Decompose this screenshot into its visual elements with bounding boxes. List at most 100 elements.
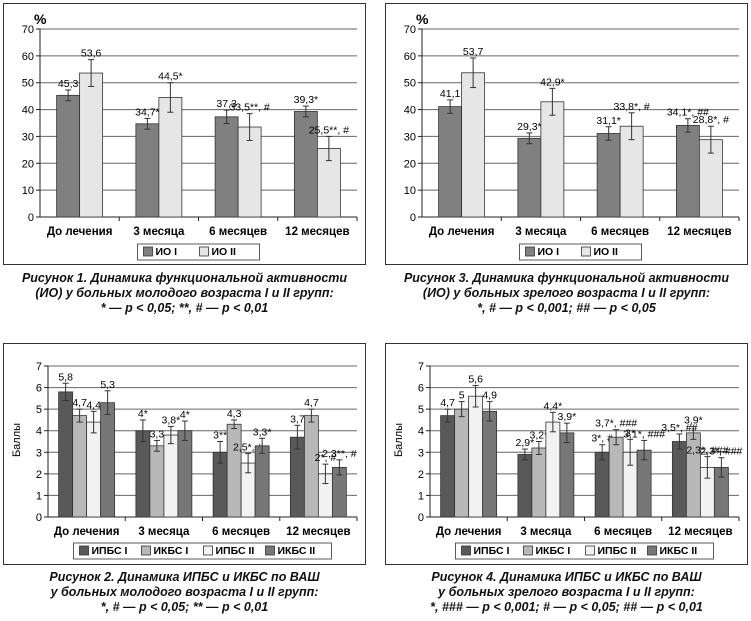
data-label: 53,7 bbox=[463, 46, 484, 58]
data-label: 33,8*, # bbox=[614, 101, 650, 113]
bar bbox=[56, 94, 81, 218]
bar bbox=[303, 415, 319, 518]
bar bbox=[149, 445, 165, 518]
y-tick-label: 20 bbox=[22, 158, 34, 170]
y-tick-label: 50 bbox=[22, 78, 34, 90]
legend-swatch bbox=[647, 545, 657, 556]
data-label: 5 bbox=[459, 390, 465, 402]
y-tick-label: 4 bbox=[418, 426, 424, 438]
y-tick-label: 3 bbox=[36, 447, 42, 459]
data-label: 4,7 bbox=[72, 397, 87, 409]
data-label: 3* bbox=[625, 427, 635, 439]
data-label: 5,6 bbox=[468, 373, 483, 385]
legend-box bbox=[519, 243, 642, 261]
y-tick-label: 40 bbox=[22, 105, 34, 117]
y-tick-label: 0 bbox=[36, 512, 42, 524]
y-axis-label: % bbox=[34, 11, 47, 27]
bar bbox=[86, 421, 102, 518]
data-label: 25,5**, # bbox=[309, 124, 349, 136]
figure-3-caption-line-1: Рисунок 3. Динамика функциональной актив… bbox=[403, 271, 730, 285]
y-tick-label: 10 bbox=[22, 185, 34, 197]
legend-label: ИКБС I bbox=[154, 545, 189, 557]
data-label: 3,7*, ### bbox=[595, 418, 637, 430]
bar bbox=[226, 423, 242, 518]
bar bbox=[540, 101, 565, 218]
data-label: 3,9* bbox=[684, 414, 703, 426]
bar bbox=[254, 445, 270, 518]
figure-1-chart: 0 10 20 30 40 50 60 70% До лечения 45,3 53,6 3 меся… bbox=[3, 3, 366, 265]
legend-label: ИО I bbox=[156, 246, 178, 258]
legend-label: ИКБС II bbox=[660, 545, 698, 557]
legend-swatch bbox=[203, 545, 213, 556]
data-label: 3,9* bbox=[558, 411, 577, 423]
bar bbox=[594, 451, 610, 518]
bar bbox=[454, 408, 470, 518]
y-tick-label: 0 bbox=[28, 212, 34, 224]
data-label: 44,5* bbox=[158, 71, 183, 83]
category-label: До лечения bbox=[47, 226, 113, 238]
figure-1: 0 10 20 30 40 50 60 70% До лечения 45,3 53,6 3 меся… bbox=[3, 3, 366, 328]
data-label: 4,7 bbox=[304, 397, 319, 409]
figure-2-caption-line-3: *, # — р < 0,05; ** — р < 0,01 bbox=[100, 600, 269, 614]
data-label: 5,3 bbox=[100, 379, 115, 391]
y-axis-label: % bbox=[416, 11, 429, 27]
category-label: 12 месяцев bbox=[668, 526, 732, 538]
bar bbox=[468, 395, 484, 518]
figure-2-chart: 0 1 2 3 4 5 6 7 Баллы До лечения 5,8 4,7 4,4 5,3 3 мес… bbox=[3, 343, 366, 565]
bar bbox=[438, 106, 463, 218]
figure-4-caption: Рисунок 4. Динамика ИПБС и ИКБС по ВАШ у… bbox=[385, 570, 748, 615]
figure-3: 0 10 20 30 40 50 60 70% До лечения 41,1 53,7 3 меся… bbox=[385, 3, 748, 328]
bar bbox=[100, 402, 116, 518]
figure-4: 0 1 2 3 4 5 6 7 Баллы До лечения 4,7 5 5,6 4,9 3 месяц… bbox=[385, 343, 748, 619]
bar bbox=[675, 125, 700, 218]
data-label: 3** bbox=[213, 430, 227, 442]
bar bbox=[440, 415, 456, 518]
legend-swatch bbox=[581, 246, 591, 257]
y-tick-label: 30 bbox=[404, 131, 416, 143]
data-label: 31,1* bbox=[596, 115, 621, 127]
legend: ИПБС I ИКБС I ИПБС II ИКБС II bbox=[455, 542, 714, 560]
figure-4-caption-line-3: *, ### — р < 0,001; # — р < 0,05; ## — р… bbox=[430, 600, 703, 614]
category-label: До лечения bbox=[54, 526, 120, 538]
y-tick-label: 6 bbox=[418, 383, 424, 395]
bar bbox=[135, 123, 160, 218]
figure-4-caption-line-1: Рисунок 4. Динамика ИПБС и ИКБС по ВАШ bbox=[431, 570, 702, 584]
category-label: 3 месяца bbox=[520, 526, 572, 538]
data-label: 2,3*, ### bbox=[686, 445, 728, 457]
legend-label: ИО II bbox=[212, 246, 237, 258]
data-label: 4,4 bbox=[86, 399, 101, 411]
figure-3-caption: Рисунок 3. Динамика функциональной актив… bbox=[385, 271, 748, 316]
bar bbox=[517, 137, 542, 218]
legend-label: ИПБС I bbox=[92, 545, 128, 557]
data-label: 3,1*, ### bbox=[623, 428, 665, 440]
y-tick-label: 30 bbox=[22, 131, 34, 143]
legend-label: ИО I bbox=[538, 246, 560, 258]
figure-2-caption-line-1: Рисунок 2. Динамика ИПБС и ИКБС по ВАШ bbox=[49, 570, 320, 584]
legend-swatch bbox=[79, 545, 89, 556]
data-label: 3,8* bbox=[162, 414, 181, 426]
data-label: 2,3**, # bbox=[322, 448, 357, 460]
bar bbox=[545, 421, 561, 518]
data-label: 33,5**, # bbox=[229, 102, 269, 114]
category-label: 3 месяца bbox=[515, 226, 567, 238]
data-label: 4,4* bbox=[544, 400, 563, 412]
legend-label: ИПБС I bbox=[474, 545, 510, 557]
legend-swatch bbox=[141, 545, 151, 556]
category-label: 12 месяцев bbox=[285, 226, 349, 238]
category-label: До лечения bbox=[436, 526, 502, 538]
data-label: 34,1*, ## bbox=[667, 107, 709, 119]
category-label: 6 месяцев bbox=[212, 526, 270, 538]
y-tick-label: 2 bbox=[36, 469, 42, 481]
y-tick-label: 1 bbox=[36, 490, 42, 502]
bar bbox=[461, 72, 486, 218]
y-tick-label: 0 bbox=[410, 212, 416, 224]
figure-2-caption: Рисунок 2. Динамика ИПБС и ИКБС по ВАШ у… bbox=[3, 570, 366, 615]
data-label: 3,2* bbox=[530, 430, 549, 442]
legend-label: ИПБС II bbox=[598, 545, 637, 557]
category-label: 12 месяцев bbox=[286, 526, 350, 538]
data-label: 39,3* bbox=[294, 94, 319, 106]
figure-3-caption-line-2: (ИО) у больных зрелого возраста I и II г… bbox=[422, 286, 711, 300]
bar bbox=[58, 391, 74, 518]
